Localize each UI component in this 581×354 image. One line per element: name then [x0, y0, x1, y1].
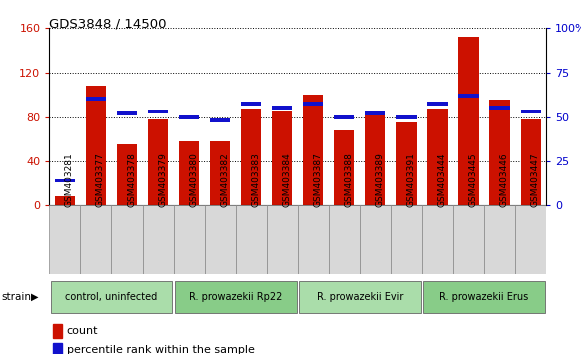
Bar — [205, 205, 236, 274]
Text: count: count — [67, 326, 98, 336]
Bar — [489, 106, 510, 110]
Text: GSM403388: GSM403388 — [345, 153, 353, 207]
Bar — [174, 205, 205, 274]
Bar — [179, 141, 199, 205]
Bar — [396, 122, 417, 205]
Bar — [86, 86, 106, 205]
Bar — [334, 115, 354, 119]
Bar — [148, 110, 168, 113]
Text: GSM403391: GSM403391 — [407, 153, 415, 207]
Bar — [210, 141, 230, 205]
Bar — [272, 111, 292, 205]
Bar — [112, 205, 142, 274]
Text: GSM403377: GSM403377 — [96, 153, 105, 207]
Bar — [51, 281, 173, 313]
Bar — [117, 112, 137, 115]
Text: ▶: ▶ — [31, 292, 39, 302]
Text: R. prowazekii Evir: R. prowazekii Evir — [317, 292, 403, 302]
Bar — [297, 205, 329, 274]
Text: GSM403383: GSM403383 — [251, 153, 260, 207]
Bar — [53, 343, 62, 354]
Bar — [428, 109, 447, 205]
Bar — [236, 205, 267, 274]
Text: GSM403389: GSM403389 — [375, 153, 385, 207]
Bar — [396, 115, 417, 119]
Bar — [453, 205, 484, 274]
Bar — [267, 205, 297, 274]
Text: GSM403281: GSM403281 — [65, 153, 74, 207]
Text: GSM403387: GSM403387 — [313, 153, 322, 207]
Bar — [489, 100, 510, 205]
Bar — [179, 115, 199, 119]
Bar — [299, 281, 421, 313]
Bar — [521, 110, 541, 113]
Bar — [428, 103, 447, 106]
Bar — [365, 111, 385, 205]
Text: GSM403446: GSM403446 — [500, 153, 508, 207]
Bar — [458, 37, 479, 205]
Bar — [210, 119, 230, 122]
Text: GSM403378: GSM403378 — [127, 153, 136, 207]
Text: GSM403380: GSM403380 — [189, 153, 198, 207]
Text: GSM403384: GSM403384 — [282, 153, 291, 207]
Bar — [49, 205, 80, 274]
Text: control, uninfected: control, uninfected — [65, 292, 157, 302]
Text: GSM403444: GSM403444 — [437, 153, 446, 207]
Bar — [117, 144, 137, 205]
Text: percentile rank within the sample: percentile rank within the sample — [67, 345, 254, 354]
Bar — [484, 205, 515, 274]
Text: GSM403445: GSM403445 — [468, 153, 478, 207]
Bar — [241, 103, 261, 106]
Bar — [303, 95, 324, 205]
Bar — [329, 205, 360, 274]
Bar — [521, 119, 541, 205]
Text: GSM403382: GSM403382 — [220, 153, 229, 207]
Text: GSM403379: GSM403379 — [158, 153, 167, 207]
Bar — [86, 97, 106, 101]
Bar — [272, 106, 292, 110]
Bar — [53, 324, 62, 338]
Bar — [55, 196, 75, 205]
Bar — [241, 109, 261, 205]
Bar — [360, 205, 391, 274]
Text: R. prowazekii Rp22: R. prowazekii Rp22 — [189, 292, 282, 302]
Bar — [55, 179, 75, 182]
Bar — [334, 130, 354, 205]
Text: GDS3848 / 14500: GDS3848 / 14500 — [49, 18, 167, 31]
Text: GSM403447: GSM403447 — [530, 153, 540, 207]
Text: R. prowazekii Erus: R. prowazekii Erus — [439, 292, 529, 302]
Bar — [142, 205, 174, 274]
Bar — [515, 205, 546, 274]
Bar — [365, 112, 385, 115]
Bar — [391, 205, 422, 274]
Bar — [423, 281, 545, 313]
Bar — [80, 205, 112, 274]
Bar — [175, 281, 296, 313]
Bar — [148, 119, 168, 205]
Bar — [303, 103, 324, 106]
Text: strain: strain — [1, 292, 31, 302]
Bar — [422, 205, 453, 274]
Bar — [458, 94, 479, 97]
